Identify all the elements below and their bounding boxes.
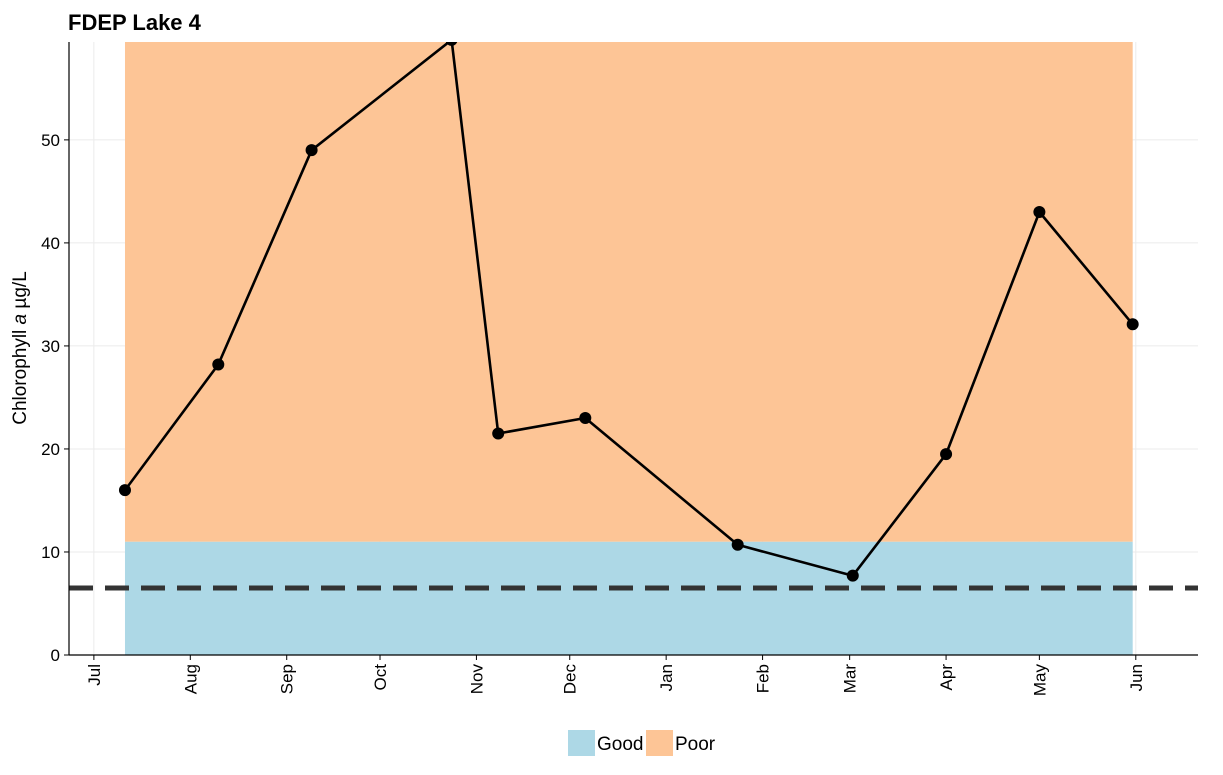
legend: Good Poor (568, 730, 716, 756)
y-tick-label: 10 (41, 543, 60, 562)
x-tick-label: Jul (85, 664, 104, 686)
legend-key-poor (646, 730, 673, 756)
axes (68, 42, 1198, 656)
chart-title: FDEP Lake 4 (68, 10, 202, 35)
data-point (118, 484, 131, 497)
data-point (445, 42, 458, 46)
data-point (940, 448, 953, 461)
legend-label-poor: Poor (675, 734, 716, 755)
x-tick-label: Aug (181, 664, 200, 694)
x-tick-labels: Jul Aug Sep Oct Nov Dec Jan Feb Mar Apr May Jun (85, 655, 1146, 696)
y-tick-label: 20 (41, 440, 60, 459)
data-point (492, 427, 505, 440)
y-tick-label: 30 (41, 337, 60, 356)
x-tick-label: Jun (1127, 664, 1146, 691)
data-point (1033, 205, 1046, 218)
x-tick-label: Jan (657, 664, 676, 691)
x-tick-label: Oct (371, 664, 390, 691)
x-tick-label: Dec (561, 664, 580, 695)
x-tick-label: Mar (841, 664, 860, 694)
x-tick-label: May (1030, 664, 1049, 697)
y-axis-label-prefix: Chlorophyll (10, 324, 31, 424)
legend-label-good: Good (597, 734, 643, 755)
y-tick-labels: 0 10 20 30 40 50 (41, 131, 69, 665)
y-tick-label: 40 (41, 234, 60, 253)
data-point (846, 569, 859, 582)
data-point (305, 144, 318, 157)
band-good (124, 541, 1133, 655)
data-point (579, 412, 592, 425)
band-poor (124, 42, 1133, 542)
x-tick-label: Apr (937, 664, 956, 691)
y-tick-label: 50 (41, 131, 60, 150)
y-tick-label: 0 (51, 646, 60, 665)
series-group (118, 42, 1139, 582)
x-tick-label: Nov (467, 664, 486, 695)
data-point (212, 358, 225, 371)
y-axis-label: Chlorophyll a µg/L (10, 271, 31, 425)
x-tick-label: Sep (278, 664, 297, 694)
data-point (1126, 318, 1139, 331)
threshold-bands (124, 42, 1133, 655)
legend-key-good (568, 730, 595, 756)
y-axis-label-italic: a (10, 314, 31, 325)
x-tick-label: Feb (754, 664, 773, 693)
y-axis-label-suffix: µg/L (10, 271, 31, 314)
data-point (731, 538, 744, 551)
